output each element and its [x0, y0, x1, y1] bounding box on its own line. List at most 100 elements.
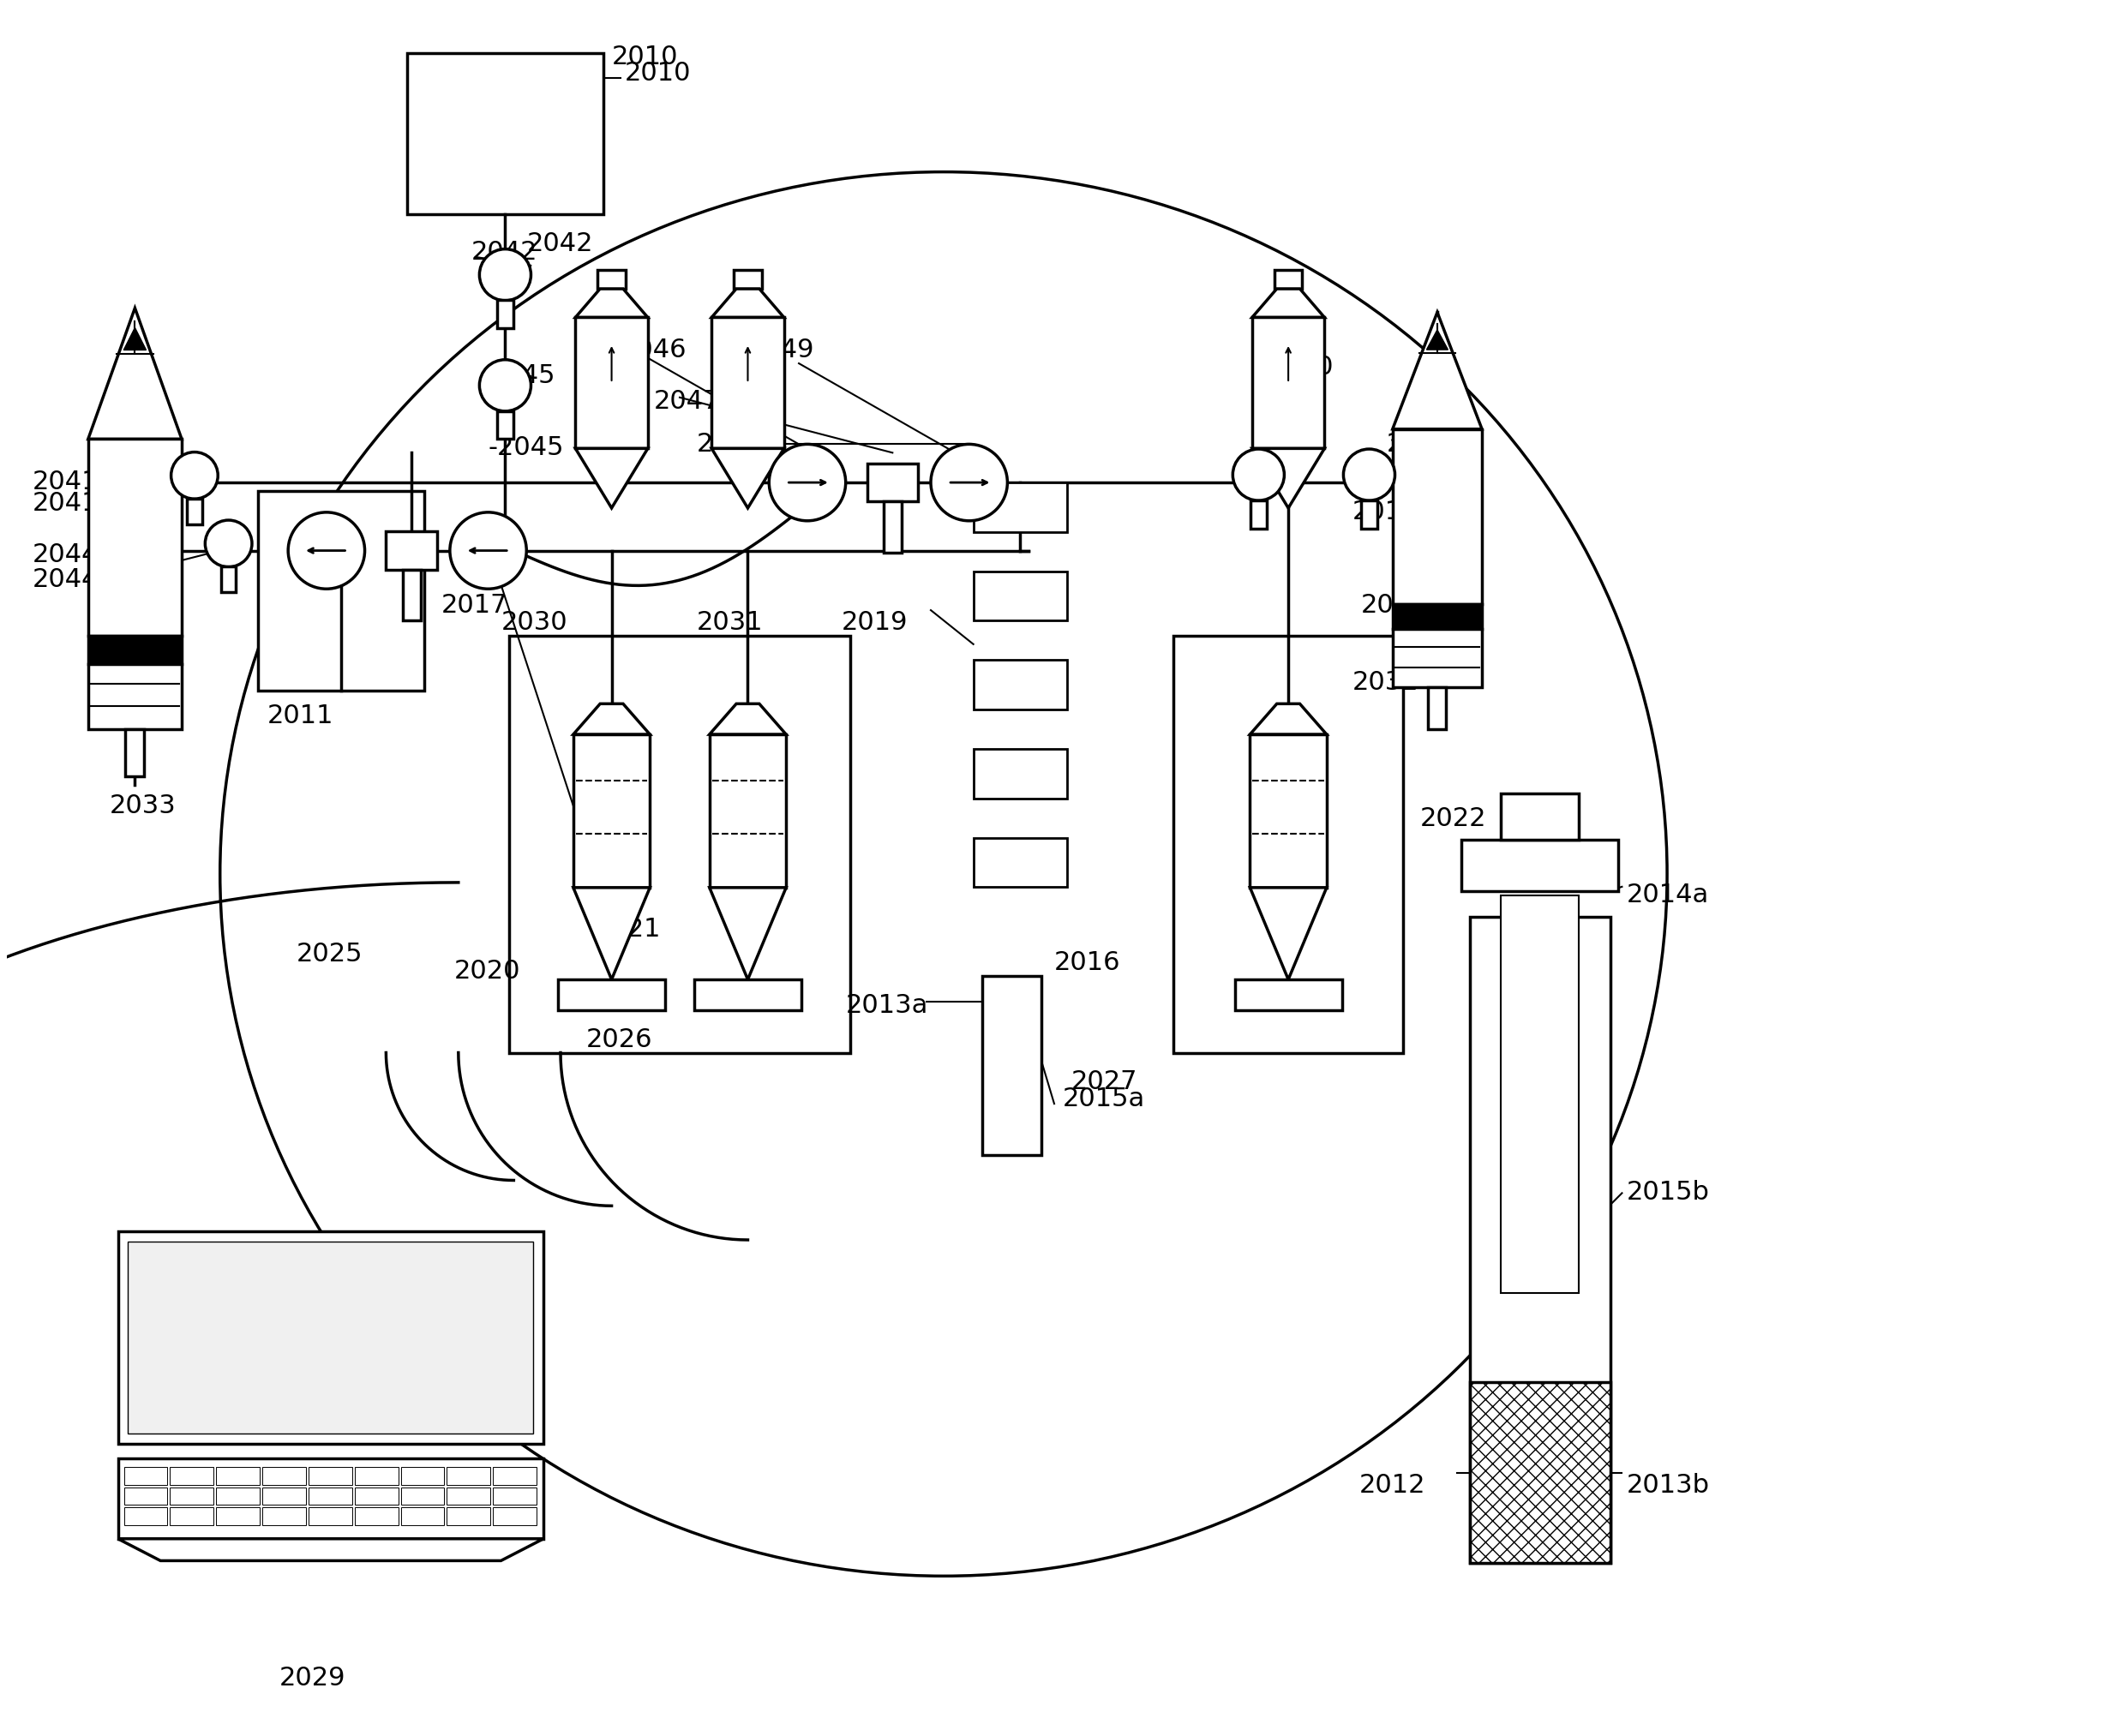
- Bar: [258, 491, 424, 691]
- Text: 2022: 2022: [1421, 806, 1486, 832]
- Bar: [1235, 979, 1343, 1010]
- Circle shape: [1233, 450, 1283, 500]
- Bar: [494, 1488, 536, 1505]
- Text: 2049: 2049: [747, 339, 815, 363]
- Circle shape: [768, 444, 847, 521]
- Polygon shape: [1427, 330, 1448, 349]
- Text: 2041: 2041: [34, 470, 99, 495]
- Polygon shape: [125, 328, 146, 351]
- Bar: [709, 734, 785, 887]
- Text: 2016: 2016: [1053, 951, 1121, 976]
- Bar: [509, 635, 851, 1052]
- Bar: [1461, 840, 1619, 891]
- Bar: [308, 1467, 353, 1484]
- Polygon shape: [1252, 448, 1324, 509]
- Text: 2025: 2025: [298, 943, 363, 967]
- Bar: [118, 1231, 543, 1444]
- Bar: [308, 1488, 353, 1505]
- Bar: [171, 1467, 213, 1484]
- Text: 2048: 2048: [697, 432, 764, 457]
- Polygon shape: [576, 288, 648, 318]
- Circle shape: [205, 521, 251, 568]
- Bar: [1250, 500, 1267, 528]
- Polygon shape: [711, 288, 783, 318]
- Text: 2011: 2011: [266, 703, 334, 729]
- Circle shape: [479, 248, 532, 300]
- Bar: [494, 1507, 536, 1524]
- Text: 2027: 2027: [1070, 1069, 1138, 1094]
- Bar: [215, 1507, 260, 1524]
- Bar: [89, 439, 182, 635]
- Bar: [494, 1467, 536, 1484]
- Text: 2010: 2010: [625, 61, 690, 87]
- Polygon shape: [709, 887, 785, 979]
- Text: 2012: 2012: [1359, 1472, 1425, 1498]
- Bar: [355, 1507, 399, 1524]
- Circle shape: [1343, 450, 1395, 500]
- Text: 2041: 2041: [34, 491, 99, 516]
- Polygon shape: [576, 448, 648, 509]
- Bar: [1501, 896, 1579, 1293]
- Bar: [574, 734, 650, 887]
- Polygon shape: [118, 1538, 543, 1561]
- Bar: [1501, 793, 1579, 840]
- Text: 2013b: 2013b: [1625, 1472, 1710, 1498]
- Text: 2042: 2042: [471, 240, 538, 266]
- Bar: [118, 1458, 543, 1538]
- Text: 2044: 2044: [34, 542, 99, 568]
- Bar: [403, 569, 420, 621]
- Text: 2031: 2031: [697, 609, 764, 635]
- Bar: [1252, 318, 1324, 448]
- Bar: [1469, 917, 1611, 1562]
- Bar: [262, 1507, 306, 1524]
- Polygon shape: [1252, 288, 1324, 318]
- Bar: [1393, 429, 1482, 604]
- Bar: [1362, 500, 1376, 528]
- Polygon shape: [1393, 312, 1482, 429]
- Bar: [401, 1467, 445, 1484]
- Text: 2017: 2017: [441, 594, 509, 618]
- Text: -2045: -2045: [479, 363, 555, 389]
- Bar: [1429, 687, 1446, 729]
- Text: 2042: 2042: [526, 231, 593, 257]
- Text: 2013a: 2013a: [847, 993, 929, 1017]
- Bar: [89, 663, 182, 729]
- Bar: [125, 1507, 167, 1524]
- Bar: [711, 318, 783, 448]
- Bar: [448, 1467, 490, 1484]
- Bar: [1393, 628, 1482, 687]
- Bar: [1275, 269, 1302, 288]
- Bar: [973, 748, 1066, 799]
- Polygon shape: [574, 703, 650, 734]
- Text: 2019: 2019: [842, 609, 908, 635]
- Text: 2050: 2050: [1387, 432, 1452, 457]
- Bar: [695, 979, 802, 1010]
- Bar: [89, 635, 182, 663]
- Bar: [401, 1507, 445, 1524]
- Bar: [735, 269, 762, 288]
- Bar: [982, 976, 1041, 1154]
- Bar: [557, 979, 665, 1010]
- Text: 2033: 2033: [110, 793, 175, 818]
- Bar: [129, 1241, 534, 1434]
- Bar: [262, 1467, 306, 1484]
- Text: 2026: 2026: [587, 1028, 652, 1052]
- Bar: [262, 1488, 306, 1505]
- Text: 2021: 2021: [595, 917, 661, 941]
- Polygon shape: [574, 887, 650, 979]
- Polygon shape: [1250, 887, 1326, 979]
- Circle shape: [171, 451, 217, 498]
- Text: 2047: 2047: [654, 389, 720, 413]
- Bar: [1393, 604, 1482, 628]
- Bar: [885, 502, 901, 552]
- Bar: [1250, 734, 1326, 887]
- Text: 2015b: 2015b: [1625, 1180, 1710, 1205]
- Circle shape: [931, 444, 1007, 521]
- Text: 2032: 2032: [1353, 670, 1419, 694]
- Bar: [868, 464, 918, 502]
- Circle shape: [450, 512, 526, 589]
- Bar: [973, 571, 1066, 621]
- Text: 2014a: 2014a: [1625, 882, 1708, 908]
- Bar: [386, 531, 437, 569]
- Bar: [407, 52, 604, 215]
